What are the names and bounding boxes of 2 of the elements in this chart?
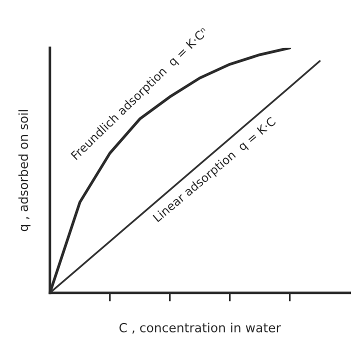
x-axis-title: C , concentration in water: [119, 322, 281, 334]
y-axis-title: q , adsorbed on soil: [18, 110, 30, 232]
